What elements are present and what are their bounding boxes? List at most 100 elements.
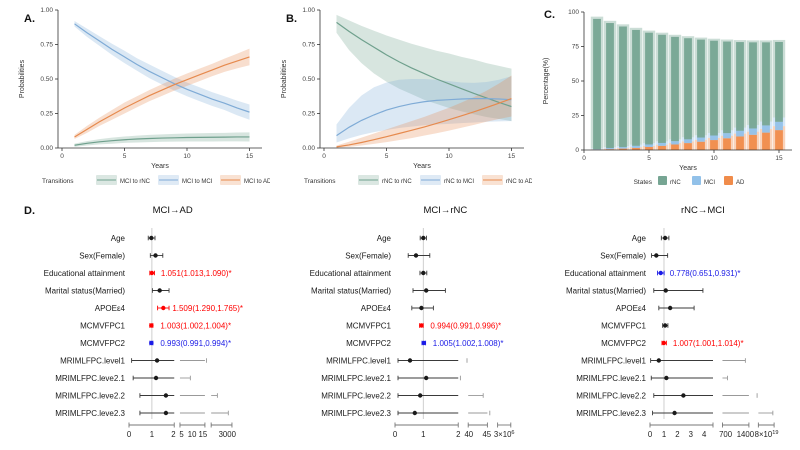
svg-text:MRIMLFPC.leve2.2: MRIMLFPC.leve2.2 — [576, 391, 646, 400]
svg-text:MRIMLFPC.level1: MRIMLFPC.level1 — [60, 356, 125, 365]
svg-text:Age: Age — [632, 234, 647, 243]
svg-text:1.509(1.290,1.765)*: 1.509(1.290,1.765)* — [172, 304, 243, 313]
svg-text:1.051(1.013,1.090)*: 1.051(1.013,1.090)* — [161, 269, 232, 278]
svg-text:Sex(Female): Sex(Female) — [345, 251, 391, 260]
svg-text:Probabilities: Probabilities — [281, 59, 288, 98]
svg-text:MRIMLFPC.level1: MRIMLFPC.level1 — [326, 356, 391, 365]
svg-text:4: 4 — [702, 430, 707, 439]
svg-text:1.00: 1.00 — [40, 7, 53, 14]
svg-text:D.: D. — [24, 205, 35, 217]
svg-text:2: 2 — [456, 430, 460, 439]
svg-text:MCMVFPC2: MCMVFPC2 — [601, 339, 646, 348]
svg-text:1400: 1400 — [737, 430, 755, 439]
svg-text:MRIMLFPC.leve2.3: MRIMLFPC.leve2.3 — [576, 409, 646, 418]
svg-text:rNC to rNC: rNC to rNC — [382, 179, 412, 185]
svg-text:MCI: MCI — [704, 180, 715, 186]
svg-text:0.75: 0.75 — [40, 42, 53, 49]
svg-text:3×106: 3×106 — [494, 430, 515, 439]
svg-text:Educational attainment: Educational attainment — [310, 269, 392, 278]
svg-text:10: 10 — [188, 430, 197, 439]
svg-text:MCI→AD: MCI→AD — [153, 205, 193, 216]
svg-text:Transitions: Transitions — [304, 178, 336, 185]
svg-text:0: 0 — [127, 430, 132, 439]
panel-d-forest-plot-mci-to-rnc: MCI→rNC Age Sex(Female) Educational attainm… — [310, 205, 515, 439]
svg-text:1.00: 1.00 — [302, 7, 315, 14]
svg-text:0: 0 — [393, 430, 398, 439]
svg-text:1.007(1.001,1.014)*: 1.007(1.001,1.014)* — [673, 339, 744, 348]
svg-text:1.003(1.002,1.004)*: 1.003(1.002,1.004)* — [160, 321, 231, 330]
svg-text:3: 3 — [689, 430, 693, 439]
panel-c-state-percentage-bar-chart: C. 0 5 10 15 0 25 50 75 100 Years Percentage(%) Stat… — [543, 9, 792, 186]
svg-text:0.00: 0.00 — [40, 145, 53, 152]
svg-text:0.778(0.651,0.931)*: 0.778(0.651,0.931)* — [670, 269, 741, 278]
svg-text:0: 0 — [582, 155, 586, 162]
svg-text:0.994(0.991,0.996)*: 0.994(0.991,0.996)* — [430, 321, 501, 330]
svg-text:0.75: 0.75 — [302, 42, 315, 49]
svg-text:MCMVFPC2: MCMVFPC2 — [346, 339, 391, 348]
svg-text:1: 1 — [150, 430, 154, 439]
svg-text:Educational attainment: Educational attainment — [565, 269, 647, 278]
svg-text:45: 45 — [482, 430, 491, 439]
svg-text:Transitions: Transitions — [42, 178, 74, 185]
svg-text:15: 15 — [246, 153, 254, 160]
svg-text:0: 0 — [60, 153, 64, 160]
svg-text:5: 5 — [385, 153, 389, 160]
svg-text:AD: AD — [736, 180, 745, 186]
svg-text:rNC to MCI: rNC to MCI — [444, 179, 474, 185]
svg-text:B.: B. — [286, 13, 297, 25]
svg-text:1.005(1.002,1.008)*: 1.005(1.002,1.008)* — [433, 339, 504, 348]
svg-text:Percentage(%): Percentage(%) — [543, 58, 550, 105]
svg-text:APOEε4: APOEε4 — [361, 304, 392, 313]
svg-text:MCMVFPC1: MCMVFPC1 — [601, 321, 646, 330]
svg-text:5: 5 — [647, 155, 651, 162]
svg-text:MRIMLFPC.leve2.3: MRIMLFPC.leve2.3 — [55, 409, 125, 418]
svg-text:2: 2 — [171, 430, 175, 439]
svg-text:MCI to rNC: MCI to rNC — [120, 179, 151, 185]
svg-text:1: 1 — [421, 430, 425, 439]
svg-text:15: 15 — [198, 430, 207, 439]
svg-text:1: 1 — [662, 430, 666, 439]
svg-text:APOEε4: APOEε4 — [95, 304, 126, 313]
svg-text:MCI→rNC: MCI→rNC — [423, 205, 467, 216]
svg-text:Marital status(Married): Marital status(Married) — [566, 286, 646, 295]
svg-text:0.50: 0.50 — [40, 76, 53, 83]
svg-text:APOEε4: APOEε4 — [616, 304, 647, 313]
svg-text:MCI to MCI: MCI to MCI — [182, 179, 213, 185]
svg-text:MCMVFPC2: MCMVFPC2 — [80, 339, 125, 348]
svg-text:rNC to AD: rNC to AD — [506, 179, 532, 185]
svg-text:8×1019: 8×1019 — [755, 430, 779, 439]
svg-text:Sex(Female): Sex(Female) — [600, 251, 646, 260]
svg-text:MRIMLFPC.leve2.1: MRIMLFPC.leve2.1 — [321, 374, 391, 383]
svg-text:25: 25 — [572, 113, 580, 120]
svg-text:Age: Age — [377, 234, 392, 243]
svg-text:0: 0 — [322, 153, 326, 160]
svg-text:2: 2 — [675, 430, 679, 439]
svg-text:MCMVFPC1: MCMVFPC1 — [346, 321, 391, 330]
svg-text:Years: Years — [413, 163, 431, 170]
svg-text:0.50: 0.50 — [302, 76, 315, 83]
svg-text:MCMVFPC1: MCMVFPC1 — [80, 321, 125, 330]
svg-text:MRIMLFPC.level1: MRIMLFPC.level1 — [581, 356, 646, 365]
panel-b-transition-probability-chart: B. 0 5 10 15 0.00 0.25 0.50 0.75 1.00 Years Probabi… — [281, 7, 532, 185]
svg-text:0.993(0.991,0.994)*: 0.993(0.991,0.994)* — [160, 339, 231, 348]
svg-text:5: 5 — [179, 430, 184, 439]
svg-text:Years: Years — [679, 165, 697, 172]
svg-text:0.00: 0.00 — [302, 145, 315, 152]
svg-text:Sex(Female): Sex(Female) — [79, 251, 125, 260]
svg-text:Years: Years — [151, 163, 169, 170]
panel-a-transition-probability-chart: A. 0 5 10 15 0.00 0.25 0.50 0.75 1.00 Years Probabi… — [19, 7, 270, 185]
svg-text:Educational attainment: Educational attainment — [44, 269, 126, 278]
svg-text:Marital status(Married): Marital status(Married) — [45, 286, 125, 295]
svg-text:C.: C. — [544, 9, 555, 21]
svg-text:10: 10 — [183, 153, 191, 160]
svg-text:100: 100 — [568, 9, 579, 16]
svg-text:MRIMLFPC.leve2.1: MRIMLFPC.leve2.1 — [576, 374, 646, 383]
svg-text:MRIMLFPC.leve2.2: MRIMLFPC.leve2.2 — [55, 391, 125, 400]
svg-text:0: 0 — [575, 147, 579, 154]
svg-text:rNC→MCI: rNC→MCI — [681, 205, 725, 216]
svg-text:75: 75 — [572, 44, 580, 51]
svg-text:40: 40 — [464, 430, 473, 439]
svg-text:Probabilities: Probabilities — [19, 59, 26, 98]
svg-text:15: 15 — [508, 153, 516, 160]
